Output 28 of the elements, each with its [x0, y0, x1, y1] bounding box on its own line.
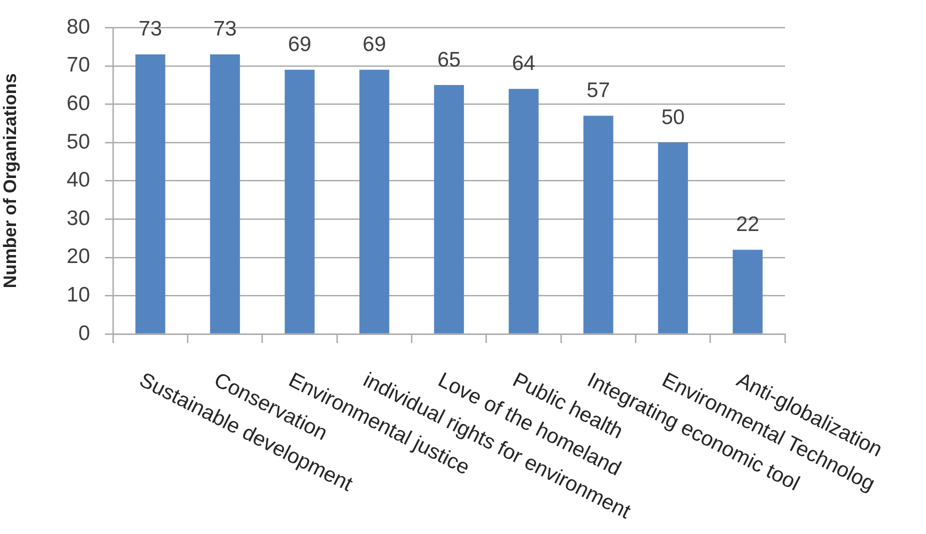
bar — [284, 70, 315, 334]
bar — [508, 88, 539, 334]
y-tick-label: 10 — [66, 283, 90, 306]
bar — [210, 54, 240, 334]
y-tick-label: 50 — [66, 130, 90, 154]
y-tick-label: 30 — [66, 206, 90, 230]
bar — [434, 85, 464, 334]
y-tick-label: 20 — [66, 245, 90, 268]
data-label: 64 — [512, 52, 536, 76]
data-label: 73 — [213, 18, 237, 41]
data-label: 69 — [362, 33, 386, 56]
y-tick-label: 40 — [66, 168, 90, 192]
data-label: 50 — [661, 106, 685, 129]
y-tick-label: 80 — [66, 15, 90, 38]
bar — [359, 70, 390, 334]
data-label: 73 — [138, 18, 162, 41]
data-label: 65 — [437, 48, 461, 72]
bar — [135, 54, 166, 334]
y-tick-label: 60 — [66, 92, 90, 115]
y-tick-label: 70 — [66, 54, 90, 77]
data-label: 22 — [736, 213, 760, 236]
y-tick-label: 0 — [78, 322, 90, 345]
bar — [583, 116, 614, 334]
bar — [658, 142, 688, 334]
bar — [732, 250, 763, 334]
data-label: 69 — [288, 33, 312, 56]
y-axis-title: Number of Organizations — [0, 73, 20, 288]
data-label: 57 — [586, 78, 610, 102]
